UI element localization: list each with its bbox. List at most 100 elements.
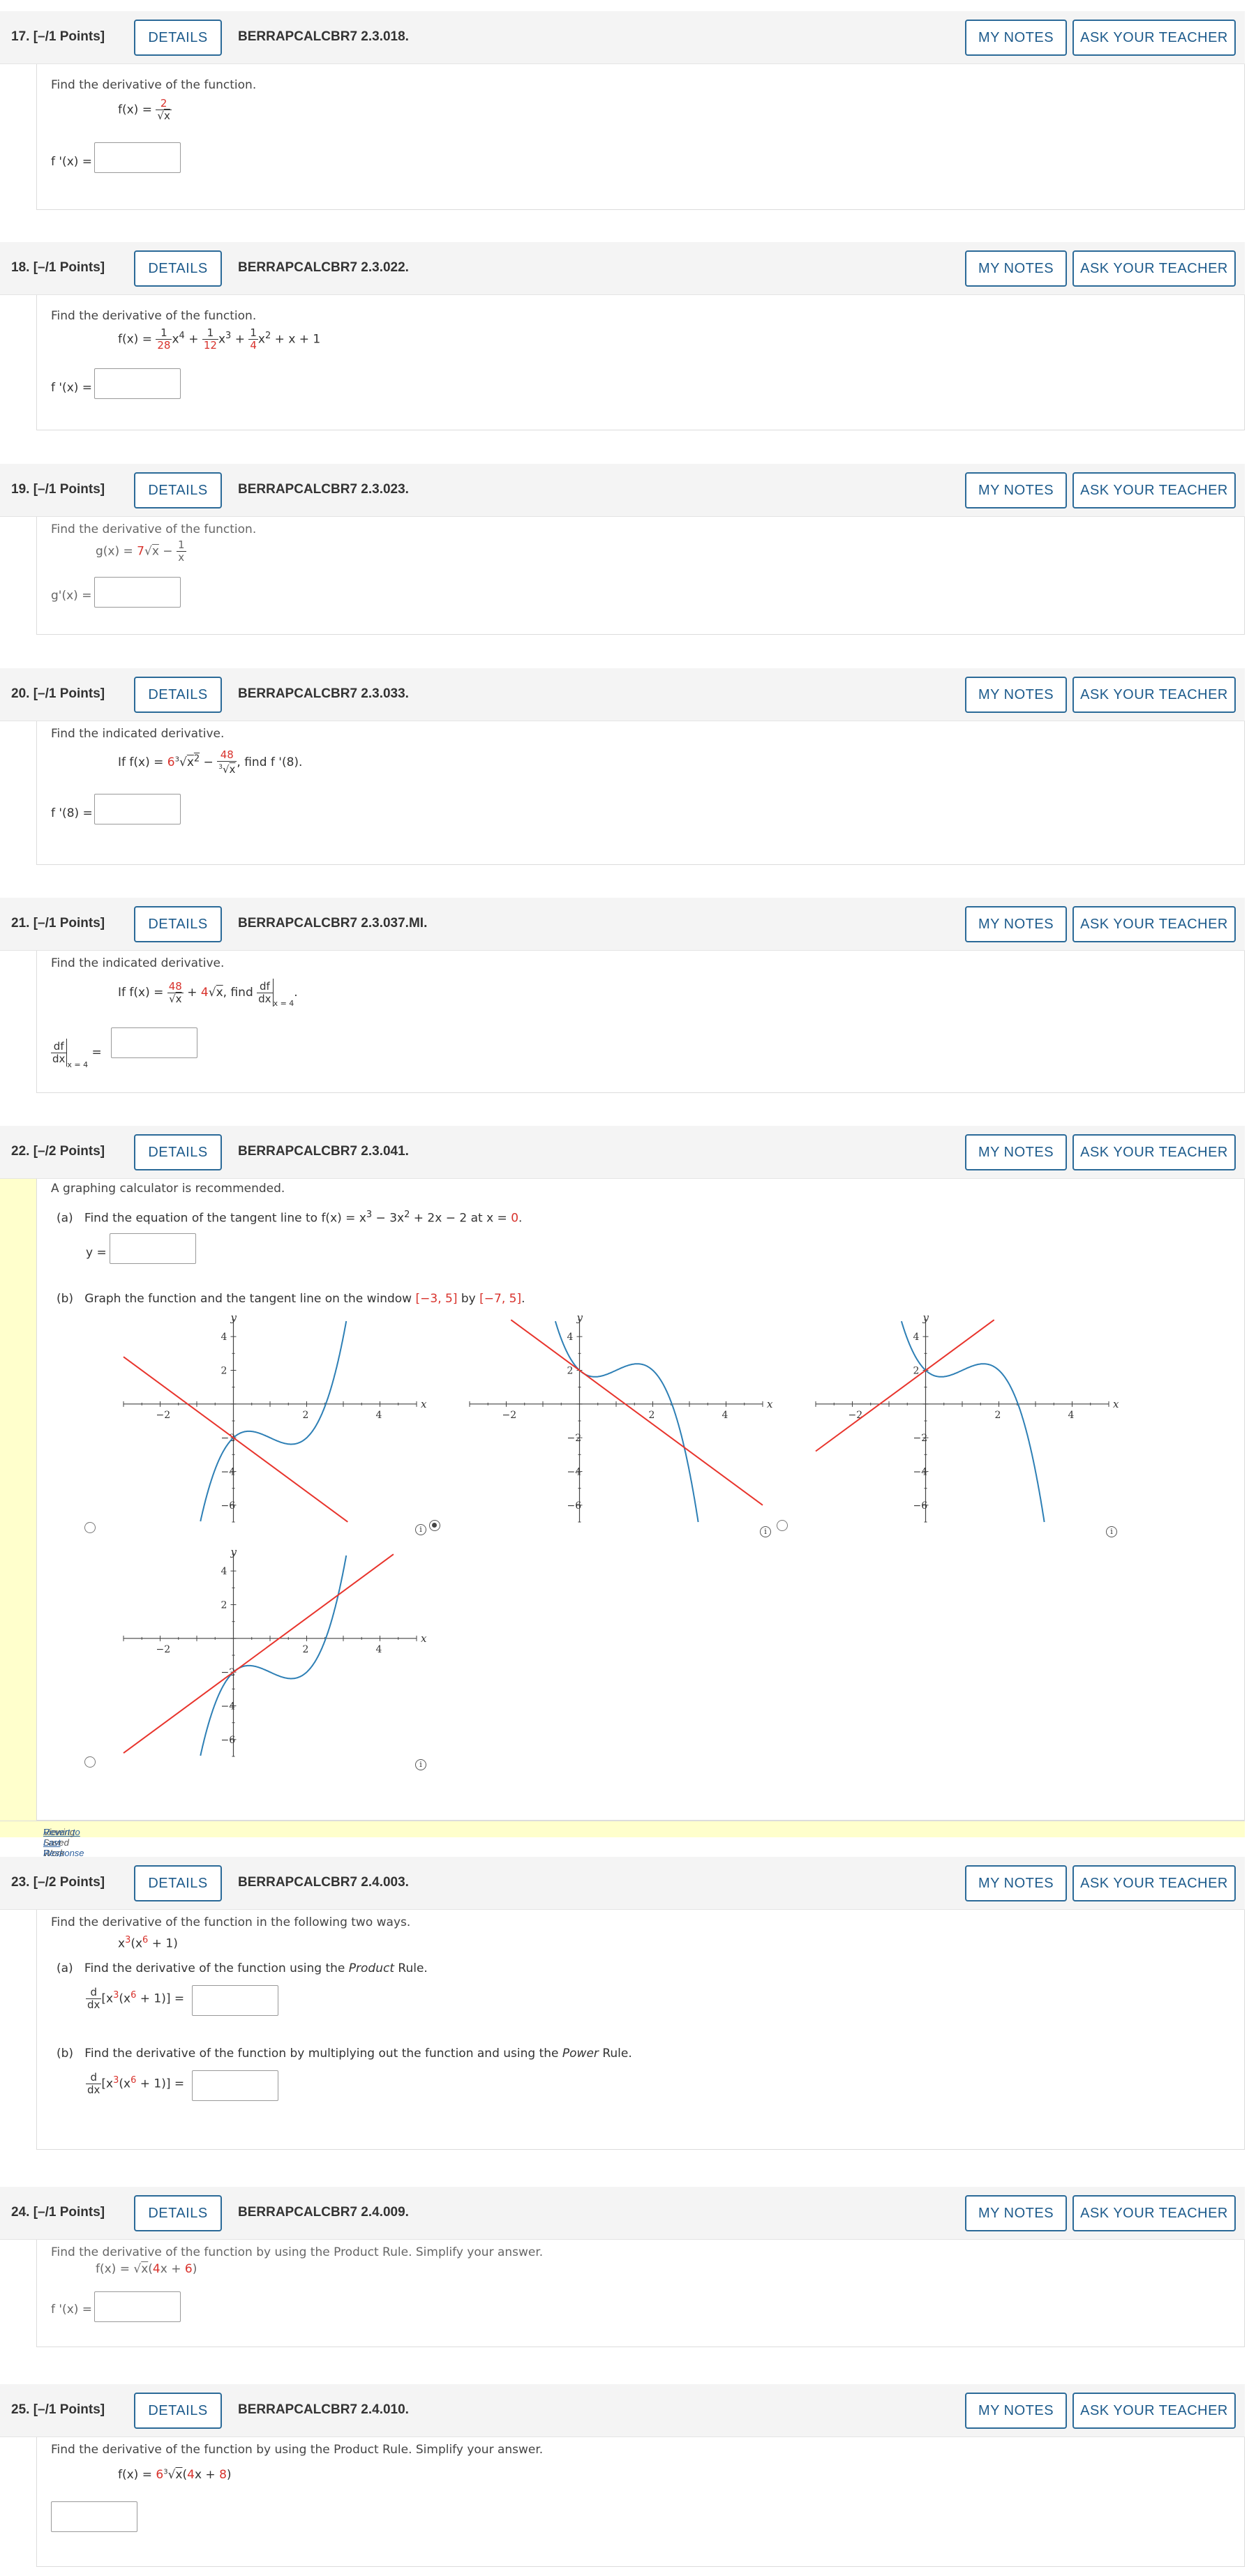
details-button[interactable]: DETAILS <box>134 472 222 509</box>
y-axis-label: y <box>576 1314 583 1324</box>
ask-teacher-button[interactable]: ASK YOUR TEACHER <box>1072 677 1236 713</box>
ask-teacher-button[interactable]: ASK YOUR TEACHER <box>1072 472 1236 509</box>
saved-work-footer: Viewing Saved Work Revert to Last Respon… <box>0 1821 1245 1858</box>
y-axis-label: y <box>230 1549 237 1558</box>
my-notes-button[interactable]: MY NOTES <box>965 472 1067 509</box>
function-curve <box>554 1320 699 1523</box>
ask-teacher-button[interactable]: ASK YOUR TEACHER <box>1072 2393 1236 2429</box>
ask-teacher-button[interactable]: ASK YOUR TEACHER <box>1072 906 1236 942</box>
question-body: A graphing calculator is recommended. (a… <box>36 1179 1245 1821</box>
question-20: 20. [–/1 Points] DETAILS BERRAPCALCBR7 2… <box>0 668 1256 865</box>
part-b-answer-input[interactable] <box>192 2070 278 2101</box>
my-notes-button[interactable]: MY NOTES <box>965 677 1067 713</box>
details-button[interactable]: DETAILS <box>134 20 222 56</box>
x-tick-label: −2 <box>156 1644 171 1655</box>
x-tick-label: −2 <box>502 1410 517 1421</box>
x-tick-label: 4 <box>376 1410 382 1421</box>
question-prompt: Find the derivative of the function by u… <box>51 2245 544 2259</box>
my-notes-button[interactable]: MY NOTES <box>965 1865 1067 1901</box>
info-icon[interactable]: i <box>415 1759 426 1770</box>
details-button[interactable]: DETAILS <box>134 1134 222 1170</box>
graph-option-2: −2 2 4 4 2 −2 −4 −6 x y <box>469 1314 773 1523</box>
y-tick-label: 4 <box>221 1332 227 1343</box>
function-curve <box>200 1320 347 1522</box>
answer-input[interactable] <box>111 1027 197 1058</box>
y-tick-label: −6 <box>567 1500 582 1512</box>
answer-input[interactable] <box>51 2501 137 2532</box>
graph-option-3-radio[interactable] <box>777 1520 788 1531</box>
graph-option-4-radio[interactable] <box>84 1756 96 1768</box>
my-notes-button[interactable]: MY NOTES <box>965 906 1067 942</box>
ask-teacher-button[interactable]: ASK YOUR TEACHER <box>1072 1865 1236 1901</box>
details-button[interactable]: DETAILS <box>134 2195 222 2231</box>
info-icon[interactable]: i <box>760 1526 771 1537</box>
question-header: 17. [–/1 Points] DETAILS BERRAPCALCBR7 2… <box>0 11 1245 64</box>
function-expression: x3(x6 + 1) <box>118 1935 178 1951</box>
question-body: Find the derivative of the function. f(x… <box>36 295 1245 430</box>
answer-label: f '(x) = <box>51 381 93 395</box>
x-tick-label: −2 <box>156 1410 171 1421</box>
details-button[interactable]: DETAILS <box>134 906 222 942</box>
answer-input[interactable] <box>94 794 181 824</box>
my-notes-button[interactable]: MY NOTES <box>965 20 1067 56</box>
my-notes-button[interactable]: MY NOTES <box>965 2195 1067 2231</box>
details-button[interactable]: DETAILS <box>134 2393 222 2429</box>
info-icon[interactable]: i <box>415 1524 426 1535</box>
details-button[interactable]: DETAILS <box>134 250 222 287</box>
answer-label: df dx x = 4 = <box>51 1039 102 1069</box>
question-prompt: Find the derivative of the function by u… <box>51 2443 544 2457</box>
question-number-points: 19. [–/1 Points] <box>11 482 105 497</box>
y-tick-label: −4 <box>913 1467 928 1478</box>
question-header: 24. [–/1 Points] DETAILS BERRAPCALCBR7 2… <box>0 2187 1245 2240</box>
question-24: 24. [–/1 Points] DETAILS BERRAPCALCBR7 2… <box>0 2187 1256 2347</box>
x-tick-label: 2 <box>995 1410 1001 1421</box>
question-17: 17. [–/1 Points] DETAILS BERRAPCALCBR7 2… <box>0 11 1256 210</box>
question-code: BERRAPCALCBR7 2.4.003. <box>238 1875 409 1890</box>
my-notes-button[interactable]: MY NOTES <box>965 1134 1067 1170</box>
ask-teacher-button[interactable]: ASK YOUR TEACHER <box>1072 20 1236 56</box>
question-code: BERRAPCALCBR7 2.4.010. <box>238 2402 409 2417</box>
graph-option-1-radio[interactable] <box>84 1522 96 1533</box>
y-tick-label: −4 <box>221 1467 236 1478</box>
x-tick-label: −2 <box>848 1410 863 1421</box>
details-button[interactable]: DETAILS <box>134 1865 222 1901</box>
ask-teacher-button[interactable]: ASK YOUR TEACHER <box>1072 2195 1236 2231</box>
answer-input[interactable] <box>94 2291 181 2322</box>
question-number-points: 20. [–/1 Points] <box>11 686 105 701</box>
tangent-answer-input[interactable] <box>110 1233 196 1264</box>
function-expression: If f(x) = 48 √x + 4√x, find df dx x = 4. <box>118 979 298 1008</box>
question-header: 22. [–/2 Points] DETAILS BERRAPCALCBR7 2… <box>0 1126 1245 1179</box>
x-tick-label: 4 <box>376 1644 382 1655</box>
part-a-answer-input[interactable] <box>192 1985 278 2016</box>
saved-work-highlight <box>0 1179 36 1821</box>
answer-input[interactable] <box>94 368 181 399</box>
my-notes-button[interactable]: MY NOTES <box>965 2393 1067 2429</box>
answer-input[interactable] <box>94 577 181 608</box>
y-tick-label: −2 <box>567 1433 582 1444</box>
question-body: Find the derivative of the function in t… <box>36 1910 1245 2150</box>
revert-link[interactable]: Revert to Last Response <box>43 1827 84 1858</box>
question-header: 19. [–/1 Points] DETAILS BERRAPCALCBR7 2… <box>0 464 1245 517</box>
y-tick-label: −4 <box>221 1701 236 1712</box>
question-code: BERRAPCALCBR7 2.3.033. <box>238 686 409 701</box>
my-notes-button[interactable]: MY NOTES <box>965 250 1067 287</box>
ask-teacher-button[interactable]: ASK YOUR TEACHER <box>1072 250 1236 287</box>
part-a-text: (a) Find the equation of the tangent lin… <box>57 1210 523 1226</box>
info-icon[interactable]: i <box>1106 1526 1117 1537</box>
ask-teacher-button[interactable]: ASK YOUR TEACHER <box>1072 1134 1236 1170</box>
x-tick-label: 2 <box>303 1644 309 1655</box>
x-axis-label: x <box>421 1398 427 1410</box>
function-curve <box>200 1555 347 1756</box>
question-code: BERRAPCALCBR7 2.3.022. <box>238 260 409 275</box>
answer-input[interactable] <box>94 142 181 173</box>
question-header: 23. [–/2 Points] DETAILS BERRAPCALCBR7 2… <box>0 1857 1245 1910</box>
y-tick-label: 4 <box>221 1566 227 1577</box>
tangent-line <box>815 1319 995 1452</box>
y-tick-label: 4 <box>913 1332 920 1343</box>
question-body: Find the derivative of the function. g(x… <box>36 517 1245 635</box>
x-tick-label: 2 <box>303 1410 309 1421</box>
details-button[interactable]: DETAILS <box>134 677 222 713</box>
graph-option-2-radio[interactable] <box>429 1520 440 1531</box>
question-prompt: Find the indicated derivative. <box>51 956 225 970</box>
